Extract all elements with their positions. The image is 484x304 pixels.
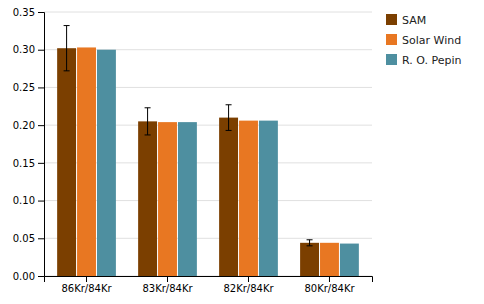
tick-label: 0.05 xyxy=(13,233,35,244)
error-bar xyxy=(64,26,70,71)
bar xyxy=(219,118,238,276)
tick-mark xyxy=(38,201,44,202)
error-bar xyxy=(226,105,232,131)
y-tick: 0.15 xyxy=(13,158,44,169)
y-tick: 0.00 xyxy=(13,271,44,282)
bar xyxy=(320,243,339,276)
y-tick: 0.35 xyxy=(13,7,44,18)
tick-mark xyxy=(38,276,44,277)
x-tick: 82Kr/84Kr xyxy=(223,276,274,294)
legend-label: R. O. Pepin xyxy=(402,54,461,67)
grid-line xyxy=(44,12,372,13)
axis-line xyxy=(38,13,45,277)
tick-label: 80Kr/84Kr xyxy=(304,283,355,294)
tick-mark xyxy=(329,276,330,282)
x-tick: 83Kr/84Kr xyxy=(142,276,193,294)
tick-label: 83Kr/84Kr xyxy=(142,283,193,294)
tick-label: 0.20 xyxy=(13,120,35,131)
bar xyxy=(300,243,319,276)
tick-label: 0.35 xyxy=(13,7,35,18)
bar xyxy=(97,50,116,276)
bar xyxy=(178,122,197,276)
tick-mark xyxy=(38,87,44,88)
legend-item: SAM xyxy=(386,14,426,27)
tick-mark xyxy=(38,12,44,13)
bar xyxy=(158,122,177,276)
tick-label: 0.30 xyxy=(13,44,35,55)
bar xyxy=(239,121,258,276)
tick-mark xyxy=(248,276,249,282)
tick-label: 0.00 xyxy=(13,271,35,282)
plot: 0.00 0.05 0.10 0.15 0.20 0.25 0.30 0.35 86Kr/84K… xyxy=(13,7,373,294)
legend-label: Solar Wind xyxy=(402,34,461,47)
tick-mark xyxy=(38,125,44,126)
series xyxy=(57,26,319,276)
x-tick: 80Kr/84Kr xyxy=(304,276,355,294)
x-axis: 86Kr/84Kr 83Kr/84Kr 82Kr/84Kr 80Kr/84Kr xyxy=(45,276,373,294)
bar xyxy=(57,48,76,276)
tick-mark xyxy=(86,276,87,282)
legend-label: SAM xyxy=(402,14,426,27)
bar xyxy=(77,47,96,276)
error-bar xyxy=(145,108,151,135)
legend-swatch xyxy=(386,14,397,25)
tick-mark xyxy=(38,238,44,239)
y-tick: 0.05 xyxy=(13,233,44,244)
y-tick: 0.30 xyxy=(13,44,44,55)
legend-swatch xyxy=(386,54,397,65)
y-tick: 0.25 xyxy=(13,82,44,93)
tick-label: 0.15 xyxy=(13,158,35,169)
error-bar xyxy=(307,240,313,246)
tick-label: 0.25 xyxy=(13,82,35,93)
y-tick: 0.20 xyxy=(13,120,44,131)
marks xyxy=(57,26,359,276)
bar xyxy=(138,121,157,276)
bar xyxy=(340,244,359,276)
y-axis: 0.00 0.05 0.10 0.15 0.20 0.25 0.30 0.35 xyxy=(13,7,45,282)
axis-line xyxy=(45,277,373,283)
tick-label: 0.10 xyxy=(13,195,35,206)
tick-label: 86Kr/84Kr xyxy=(61,283,112,294)
tick-mark xyxy=(38,50,44,51)
legend-item: Solar Wind xyxy=(386,34,461,47)
legend-item: R. O. Pepin xyxy=(386,54,461,67)
grid xyxy=(44,12,372,276)
x-tick: 86Kr/84Kr xyxy=(61,276,112,294)
legend-swatch xyxy=(386,34,397,45)
y-tick: 0.10 xyxy=(13,195,44,206)
series xyxy=(77,47,339,276)
tick-label: 82Kr/84Kr xyxy=(223,283,274,294)
tick-mark xyxy=(38,163,44,164)
legend: SAM Solar Wind R. O. Pepin xyxy=(386,14,461,67)
tick-mark xyxy=(167,276,168,282)
series xyxy=(97,50,359,276)
chart: 0.00 0.05 0.10 0.15 0.20 0.25 0.30 0.35 86Kr/84K… xyxy=(0,0,484,304)
bar xyxy=(259,121,278,276)
